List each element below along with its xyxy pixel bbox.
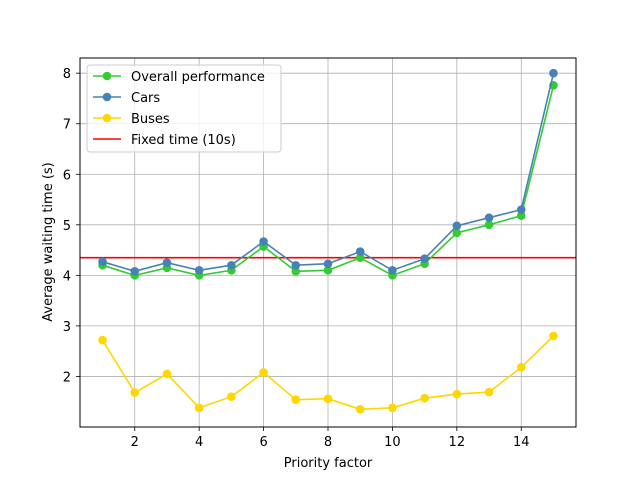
data-point-cars	[516, 205, 526, 214]
data-point-overall-performance	[323, 266, 333, 275]
data-point-cars	[420, 254, 429, 263]
data-point-cars	[194, 266, 204, 275]
y-tick-label: 3	[63, 320, 71, 335]
x-tick-label: 2	[131, 435, 139, 450]
y-tick-label: 6	[63, 168, 71, 183]
data-point-cars	[291, 260, 301, 270]
data-point-buses	[388, 403, 397, 413]
data-point-buses	[227, 392, 236, 401]
data-point-cars	[323, 259, 333, 269]
data-point-buses	[516, 363, 526, 372]
data-point-buses	[323, 394, 333, 403]
axis-ticks: 2 4 6 8 10 12 14 2 3 4 5 6 7 8	[63, 67, 530, 450]
data-point-buses	[259, 368, 268, 377]
data-point-cars	[259, 237, 268, 246]
series-layer	[98, 68, 558, 414]
data-point-buses	[291, 395, 301, 405]
x-tick-label: 12	[449, 435, 466, 450]
data-point-cars	[549, 68, 558, 78]
data-point-buses	[549, 331, 558, 341]
y-tick-label: 7	[63, 118, 71, 133]
data-point-buses	[194, 403, 204, 413]
data-point-buses	[355, 405, 365, 414]
y-tick-label: 8	[63, 67, 71, 82]
data-point-cars	[162, 258, 172, 268]
data-point-cars	[227, 260, 236, 270]
y-tick-label: 2	[63, 370, 71, 385]
data-point-cars	[388, 266, 397, 275]
legend-box	[86, 64, 282, 153]
legend-label-buses: Buses	[131, 112, 170, 127]
legend-label-fixed-time-10s-: Fixed time (10s)	[131, 133, 236, 148]
data-point-overall-performance	[355, 253, 365, 262]
y-axis-label: Average waiting time (s)	[41, 162, 56, 321]
data-point-overall-performance	[452, 228, 462, 238]
x-tick-label: 4	[195, 435, 203, 450]
x-tick-label: 10	[384, 435, 401, 450]
y-tick-label: 5	[63, 219, 71, 234]
data-point-buses	[420, 393, 429, 403]
x-tick-label: 8	[324, 435, 332, 450]
legend: Overall performance Cars Buses Fixed time (…	[86, 64, 282, 153]
data-point-cars	[484, 213, 494, 223]
data-point-cars	[355, 247, 365, 256]
data-point-overall-performance	[291, 267, 301, 276]
legend-label-overall-performance: Overall performance	[131, 70, 265, 85]
data-point-buses	[162, 369, 172, 379]
legend-marker-buses	[102, 113, 112, 123]
legend-label-cars: Cars	[131, 91, 160, 106]
data-point-overall-performance	[484, 220, 494, 230]
data-point-buses	[484, 387, 494, 397]
legend-marker-overall-performance	[102, 71, 112, 81]
data-point-overall-performance	[516, 211, 526, 221]
data-point-buses	[452, 389, 462, 399]
data-point-buses	[98, 335, 107, 345]
data-point-cars	[452, 221, 462, 231]
data-point-cars	[130, 267, 140, 276]
series-cars	[98, 68, 558, 276]
x-tick-label: 14	[513, 435, 530, 450]
legend-marker-cars	[102, 92, 112, 102]
y-tick-label: 4	[63, 269, 71, 284]
data-point-cars	[98, 257, 107, 267]
x-tick-label: 6	[259, 435, 267, 450]
x-axis-label: Priority factor	[284, 456, 373, 471]
data-point-buses	[130, 388, 140, 397]
series-buses	[98, 331, 558, 414]
